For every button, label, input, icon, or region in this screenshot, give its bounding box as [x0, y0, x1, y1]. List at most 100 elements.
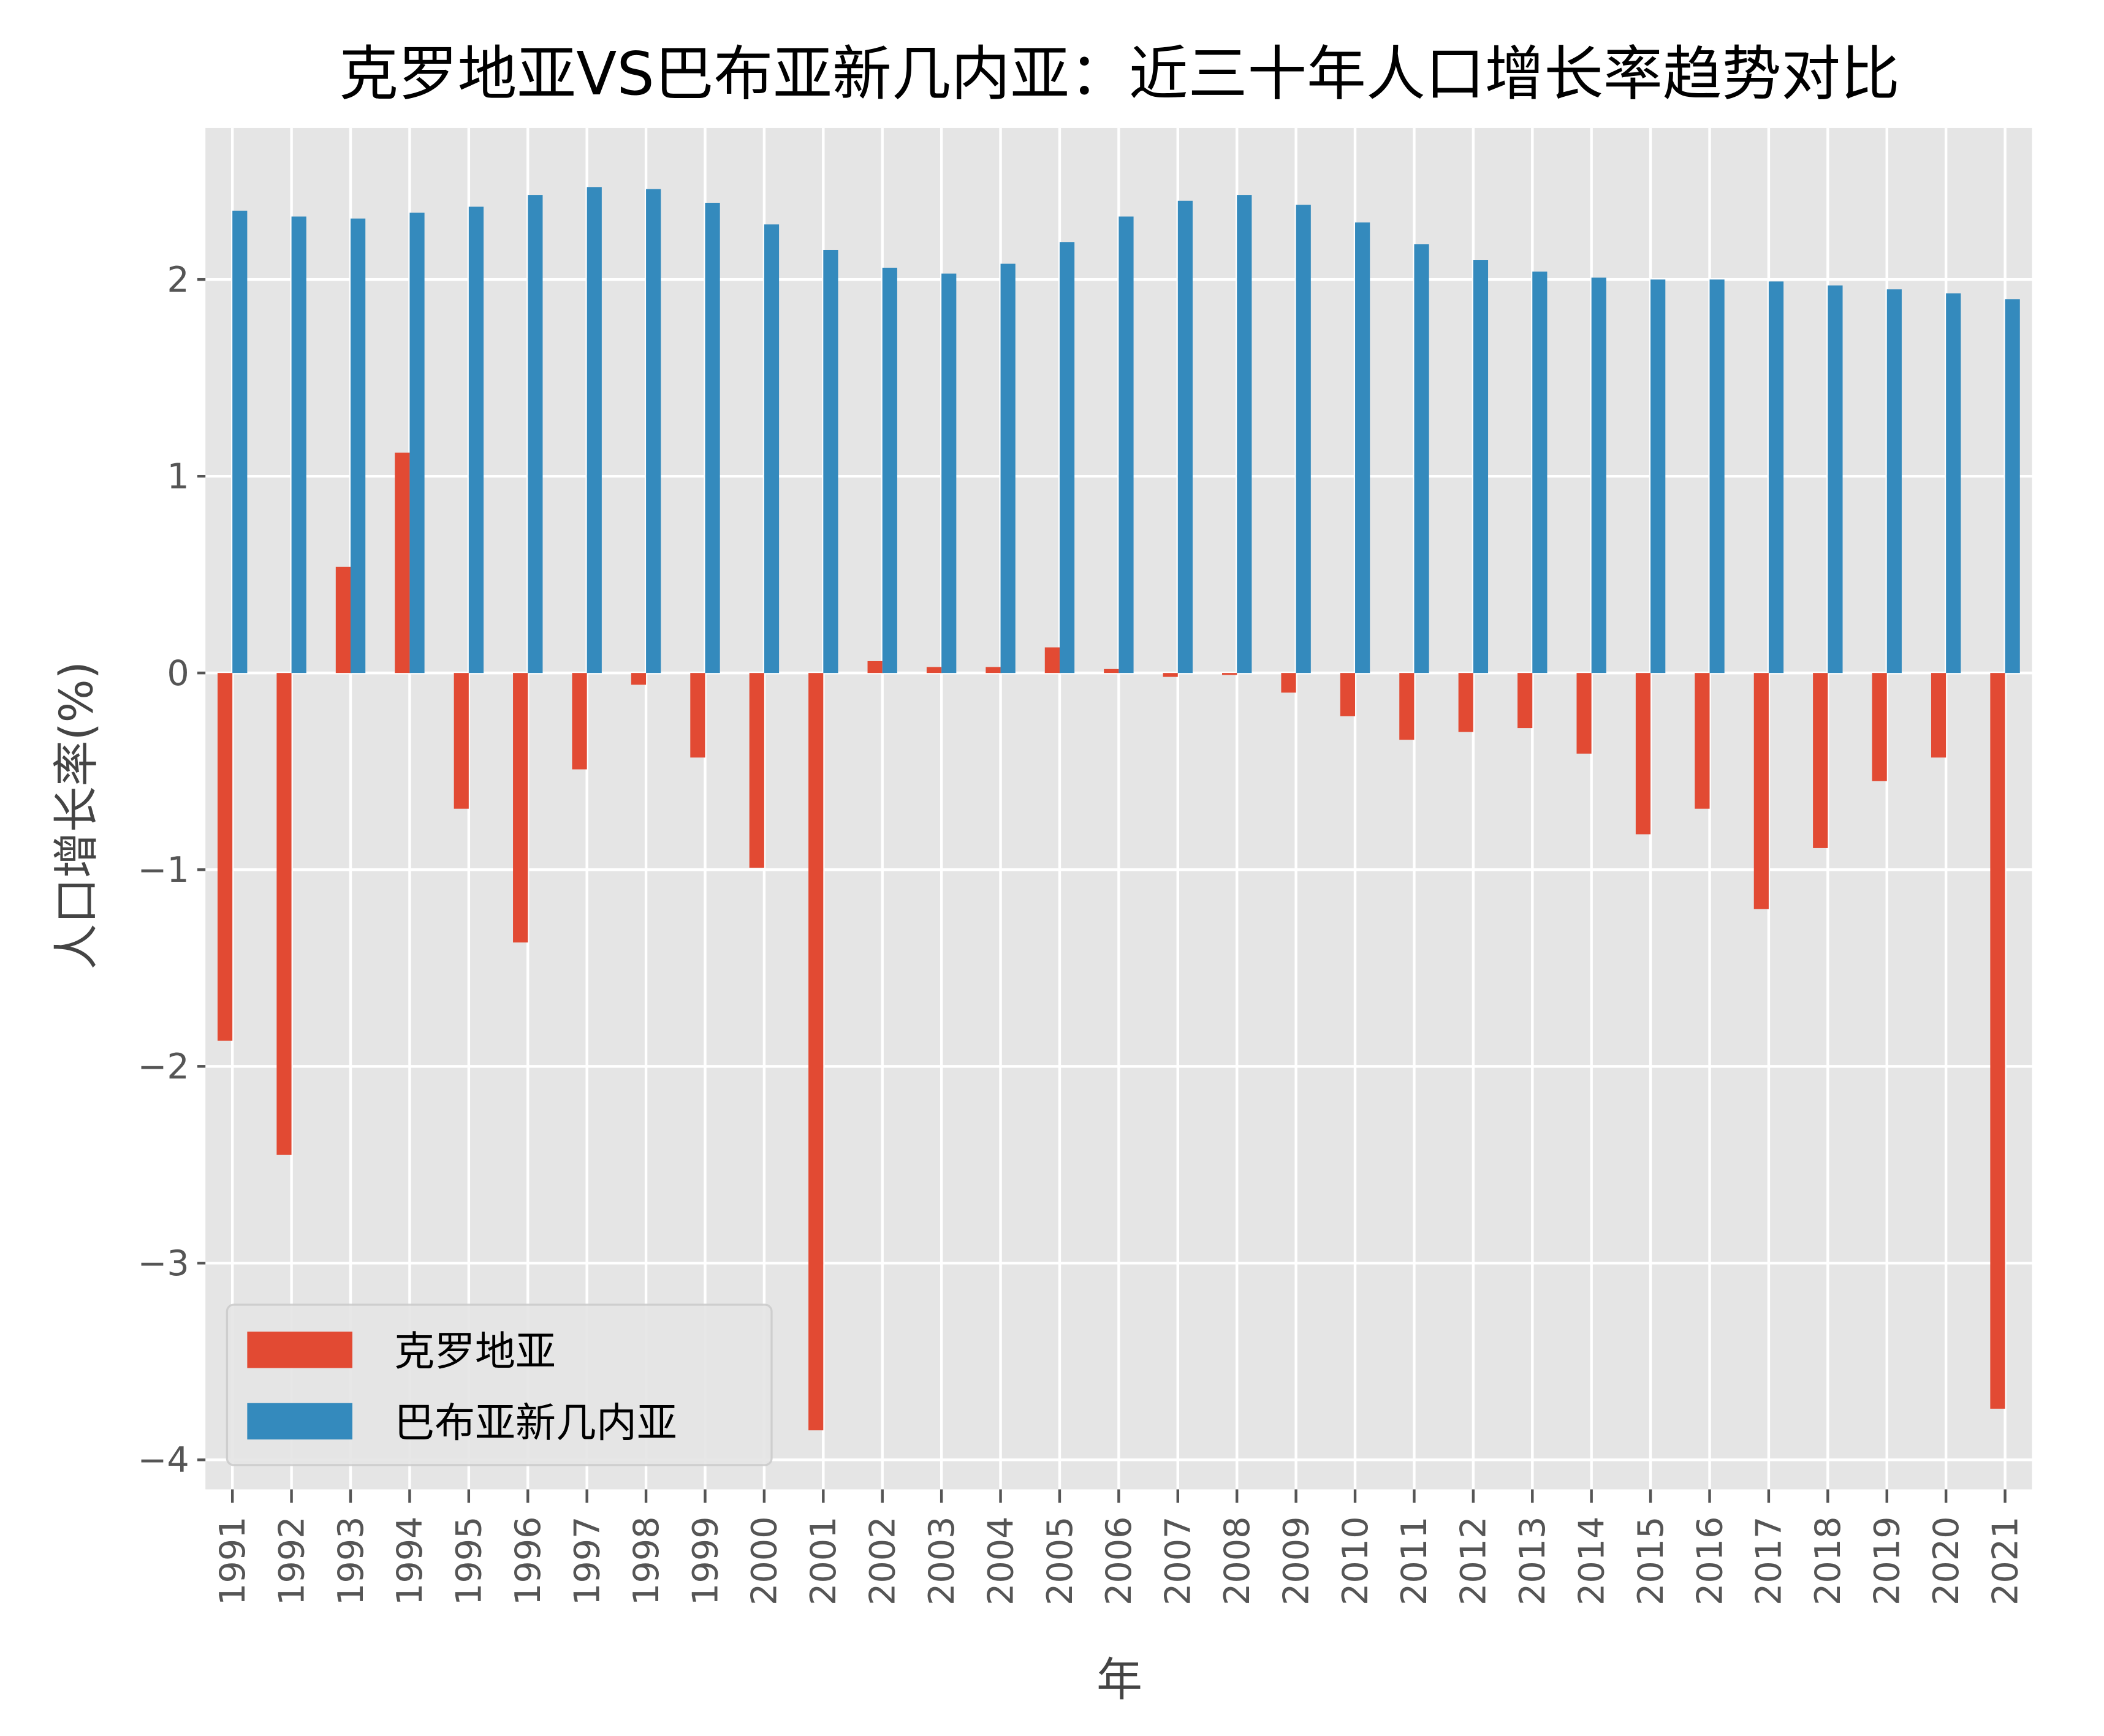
- x-tick-label: 2007: [1158, 1516, 1199, 1605]
- x-tick-label: 2006: [1099, 1516, 1139, 1605]
- bar-png-1999: [705, 202, 720, 673]
- bar-croatia-2006: [1104, 669, 1119, 673]
- bar-croatia-1994: [395, 452, 410, 673]
- x-tick-label: 2014: [1571, 1516, 1612, 1605]
- bar-png-2018: [1828, 285, 1843, 673]
- bar-png-2006: [1118, 216, 1134, 673]
- bar-png-1995: [468, 207, 484, 673]
- legend-label-png: 巴布亚新几内亚: [394, 1400, 677, 1447]
- x-tick-label: 2021: [1985, 1516, 2026, 1605]
- bar-croatia-2005: [1044, 647, 1060, 673]
- bar-croatia-2001: [808, 673, 824, 1431]
- legend-swatch-croatia: [247, 1332, 352, 1368]
- bar-croatia-2003: [926, 667, 942, 673]
- x-tick-label: 1992: [272, 1516, 312, 1605]
- y-tick-label: 2: [167, 260, 189, 300]
- bar-croatia-2019: [1872, 673, 1887, 781]
- x-tick-label: 2000: [745, 1516, 785, 1605]
- x-tick-label: 2016: [1690, 1516, 1730, 1605]
- y-ticks: −4 −3 −2 −1 0 1 2: [138, 260, 206, 1480]
- x-axis-label: 年: [1096, 1653, 1142, 1707]
- y-tick-label: −1: [138, 850, 189, 890]
- y-tick-label: −3: [138, 1243, 189, 1284]
- x-tick-label: 1994: [390, 1516, 430, 1605]
- chart-title: 克罗地亚VS巴布亚新几内亚：近三十年人口增长率趋势对比: [339, 39, 1900, 108]
- bar-croatia-2017: [1753, 673, 1769, 909]
- x-tick-label: 2015: [1631, 1516, 1671, 1605]
- bar-png-2009: [1296, 205, 1311, 673]
- x-tick-label: 2002: [863, 1516, 903, 1605]
- bar-png-2021: [2005, 299, 2020, 673]
- bar-croatia-2015: [1635, 673, 1651, 835]
- y-tick-label: −4: [138, 1440, 189, 1480]
- bar-croatia-1996: [513, 673, 528, 943]
- x-tick-label: 1999: [685, 1516, 726, 1605]
- x-tick-label: 1995: [449, 1516, 490, 1605]
- bar-croatia-1993: [335, 566, 351, 673]
- x-tick-label: 2019: [1867, 1516, 1908, 1605]
- x-tick-label: 1997: [567, 1516, 607, 1605]
- bar-croatia-1995: [454, 673, 469, 809]
- x-ticks: 1991 1992 1993 1994 1995 1996 1997 1998 1999 2000…: [213, 1489, 2026, 1605]
- x-tick-label: 2009: [1276, 1516, 1316, 1605]
- bar-png-2013: [1532, 271, 1548, 673]
- bar-png-2012: [1473, 260, 1489, 673]
- bar-croatia-2004: [986, 667, 1001, 673]
- bar-png-2015: [1650, 279, 1666, 673]
- bar-croatia-2011: [1399, 673, 1415, 740]
- bar-png-2008: [1237, 195, 1252, 673]
- bar-croatia-2014: [1576, 673, 1592, 754]
- bar-png-2016: [1709, 279, 1725, 673]
- x-tick-label: 2005: [1040, 1516, 1080, 1605]
- x-tick-label: 2008: [1217, 1516, 1258, 1605]
- bar-png-2007: [1177, 200, 1193, 673]
- bar-png-2005: [1059, 242, 1075, 673]
- bar-png-1994: [409, 212, 425, 673]
- bar-croatia-2000: [749, 673, 764, 868]
- bar-png-1991: [232, 210, 248, 673]
- x-tick-label: 1998: [626, 1516, 667, 1605]
- bar-png-1993: [351, 218, 366, 673]
- x-tick-label: 2017: [1749, 1516, 1790, 1605]
- bar-croatia-1997: [572, 673, 587, 770]
- bar-croatia-2020: [1931, 673, 1946, 758]
- bar-croatia-2002: [867, 661, 883, 673]
- bar-png-2019: [1886, 289, 1902, 673]
- x-tick-label: 2010: [1335, 1516, 1376, 1605]
- x-tick-label: 2018: [1808, 1516, 1848, 1605]
- bar-png-2004: [1000, 263, 1016, 673]
- bar-croatia-2007: [1163, 673, 1178, 677]
- bar-croatia-1991: [217, 673, 233, 1041]
- bar-png-2003: [941, 273, 957, 673]
- x-tick-label: 2003: [922, 1516, 962, 1605]
- bar-png-2017: [1768, 281, 1784, 673]
- x-tick-label: 2020: [1926, 1516, 1967, 1605]
- bars: [217, 187, 2020, 1431]
- bar-png-1996: [528, 195, 543, 673]
- bar-croatia-2009: [1281, 673, 1296, 693]
- bar-png-2020: [1946, 293, 1961, 673]
- y-axis-label: 人口增长率(%): [50, 661, 103, 969]
- x-tick-label: 2001: [803, 1516, 844, 1605]
- bar-png-2000: [764, 224, 780, 673]
- y-tick-label: −2: [138, 1047, 189, 1087]
- x-tick-label: 1996: [508, 1516, 549, 1605]
- legend: 克罗地亚 巴布亚新几内亚: [226, 1303, 773, 1466]
- bar-png-2011: [1414, 244, 1429, 673]
- x-tick-label: 2013: [1513, 1516, 1553, 1605]
- bar-png-2014: [1591, 277, 1606, 673]
- legend-label-croatia: 克罗地亚: [394, 1328, 556, 1375]
- bar-png-2010: [1355, 222, 1370, 673]
- bar-png-1997: [587, 187, 602, 673]
- bar-croatia-2008: [1222, 673, 1237, 675]
- bar-croatia-2013: [1517, 673, 1533, 729]
- bar-croatia-1992: [276, 673, 292, 1155]
- x-tick-label: 1991: [213, 1516, 253, 1605]
- x-tick-label: 2012: [1454, 1516, 1494, 1605]
- legend-swatch-png: [247, 1403, 352, 1440]
- bar-croatia-2021: [1990, 673, 2005, 1409]
- bar-png-1998: [646, 189, 661, 673]
- y-tick-label: 1: [167, 457, 189, 497]
- bar-croatia-2012: [1458, 673, 1473, 732]
